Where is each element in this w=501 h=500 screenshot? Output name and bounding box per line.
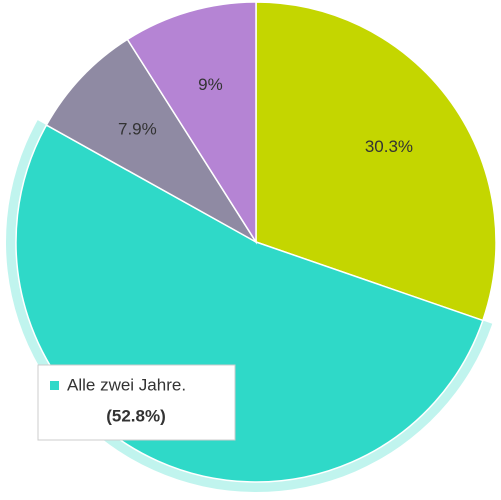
tooltip: Alle zwei Jahre. (52.8%) <box>37 364 236 441</box>
tooltip-value: (52.8%) <box>106 406 166 425</box>
tooltip-swatch <box>50 381 59 390</box>
pie-slice <box>45 38 257 243</box>
slice-label: 7.9% <box>118 119 157 138</box>
pie-slice <box>126 1 257 245</box>
tooltip-box <box>37 364 236 441</box>
pie-slice <box>255 1 497 322</box>
slice-label: 9% <box>198 75 223 94</box>
slice-label: 30.3% <box>365 137 413 156</box>
tooltip-category: Alle zwei Jahre. <box>67 375 186 394</box>
